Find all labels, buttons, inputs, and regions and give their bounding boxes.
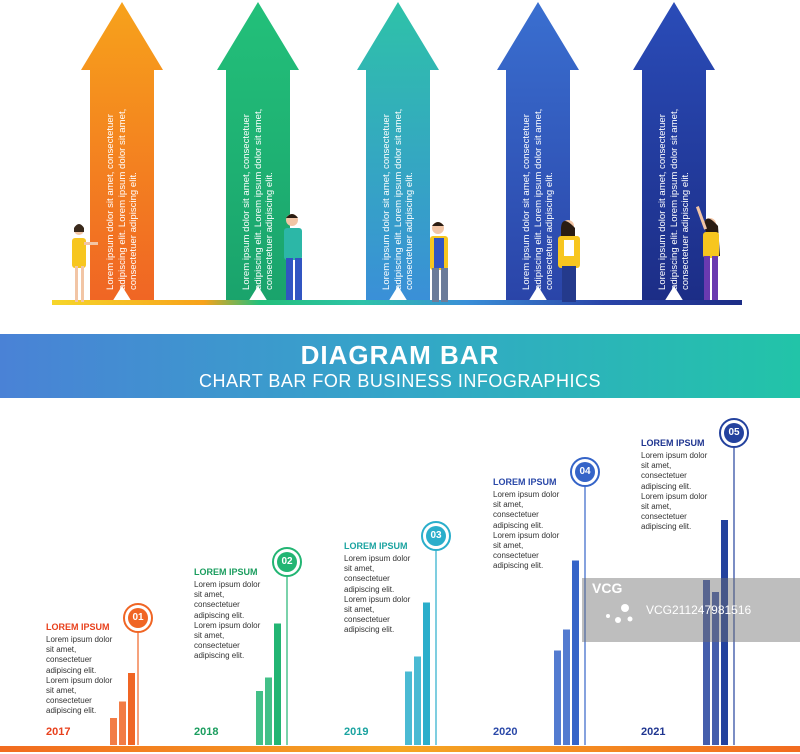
arrow-3 bbox=[357, 2, 439, 302]
bar-columns bbox=[110, 448, 735, 745]
step-number: 02 bbox=[277, 552, 297, 572]
arrow-2 bbox=[217, 2, 299, 302]
page-title: DIAGRAM BAR bbox=[300, 340, 500, 370]
watermark: VCG VCG21124798151​6 bbox=[582, 578, 800, 642]
step-number: 05 bbox=[724, 423, 744, 443]
column-heading-1: LOREM IPSUM bbox=[46, 622, 110, 632]
column-1-bar-1 bbox=[110, 718, 117, 745]
column-heading-5: LOREM IPSUM bbox=[641, 438, 705, 448]
arrow-text-4: Lorem ipsum dolor sit amet, consectetuer… bbox=[521, 108, 555, 290]
watermark-id: VCG21124798151​6 bbox=[646, 603, 752, 617]
step-number: 04 bbox=[575, 462, 595, 482]
column-year-5: 2021 bbox=[641, 726, 666, 738]
column-year-1: 2017 bbox=[46, 726, 71, 738]
watermark-brand: VCG bbox=[592, 580, 623, 596]
title-banner bbox=[0, 334, 800, 398]
step-number: 03 bbox=[426, 526, 446, 546]
column-4-bar-1 bbox=[554, 650, 561, 745]
column-3-bar-1 bbox=[405, 671, 412, 745]
column-2-bar-1 bbox=[256, 691, 263, 745]
column-5-bar-2 bbox=[712, 592, 719, 745]
arrows-illustration bbox=[52, 2, 742, 305]
column-body-1: Lorem ipsum dolor sit amet, consectetuer… bbox=[46, 635, 113, 716]
step-number: 01 bbox=[128, 608, 148, 628]
column-heading-2: LOREM IPSUM bbox=[194, 567, 258, 577]
person-figure-5 bbox=[695, 206, 720, 300]
step-badge-2: 02 bbox=[272, 547, 302, 577]
step-badge-4: 04 bbox=[570, 457, 600, 487]
bottom-divider bbox=[0, 746, 800, 752]
page-subtitle: CHART BAR FOR BUSINESS INFOGRAPHICS bbox=[199, 371, 601, 391]
arrow-text-1: Lorem ipsum dolor sit amet, consectetuer… bbox=[105, 108, 139, 290]
column-3-bar-3 bbox=[423, 602, 430, 745]
column-3-bar-2 bbox=[414, 656, 421, 745]
arrow-1 bbox=[81, 2, 163, 302]
column-heading-3: LOREM IPSUM bbox=[344, 541, 408, 551]
column-body-3: Lorem ipsum dolor sit amet, consectetuer… bbox=[344, 554, 411, 635]
column-year-4: 2020 bbox=[493, 726, 518, 738]
column-5-bar-1 bbox=[703, 580, 710, 745]
column-2-bar-3 bbox=[274, 623, 281, 745]
column-year-2: 2018 bbox=[194, 726, 219, 738]
step-badge-3: 03 bbox=[421, 521, 451, 551]
arrow-4 bbox=[497, 2, 579, 302]
column-body-2: Lorem ipsum dolor sit amet, consectetuer… bbox=[194, 580, 261, 661]
column-4-bar-2 bbox=[563, 629, 570, 745]
column-year-3: 2019 bbox=[344, 726, 369, 738]
person-figure-3 bbox=[430, 222, 448, 302]
arrow-5 bbox=[633, 2, 715, 302]
column-4-bar-3 bbox=[572, 560, 579, 745]
vcg-logo-icon bbox=[606, 604, 633, 623]
arrows-baseline bbox=[52, 300, 742, 305]
column-body-5: Lorem ipsum dolor sit amet, consectetuer… bbox=[641, 451, 708, 532]
arrow-text-3: Lorem ipsum dolor sit amet, consectetuer… bbox=[381, 108, 415, 290]
column-heading-4: LOREM IPSUM bbox=[493, 477, 557, 487]
column-1-bar-2 bbox=[119, 701, 126, 745]
arrow-text-2: Lorem ipsum dolor sit amet, consectetuer… bbox=[241, 108, 275, 290]
column-body-4: Lorem ipsum dolor sit amet, consectetuer… bbox=[493, 490, 560, 571]
column-2-bar-2 bbox=[265, 677, 272, 745]
person-figure-1 bbox=[72, 224, 98, 302]
step-badge-1: 01 bbox=[123, 603, 153, 633]
column-5-bar-3 bbox=[721, 520, 728, 745]
person-figure-4 bbox=[558, 220, 580, 302]
arrow-text-5: Lorem ipsum dolor sit amet, consectetuer… bbox=[657, 108, 691, 290]
person-figure-2 bbox=[284, 214, 302, 300]
column-1-bar-3 bbox=[128, 673, 135, 745]
step-badge-5: 05 bbox=[719, 418, 749, 448]
